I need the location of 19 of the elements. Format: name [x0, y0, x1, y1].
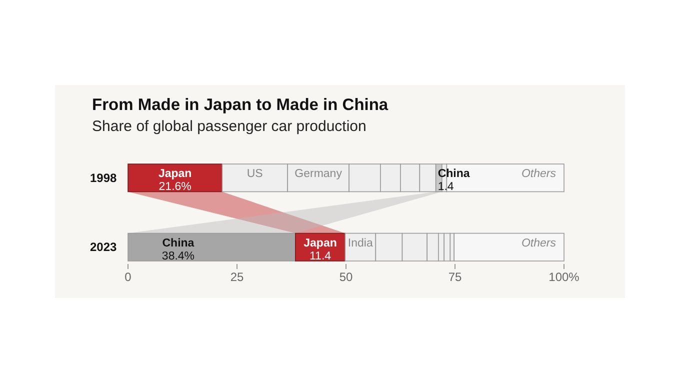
data-label: China 1.4 — [438, 168, 470, 193]
chart-subtitle: Share of global passenger car production — [92, 118, 366, 135]
x-tick-label: 0 — [124, 270, 132, 284]
y-tick-label: 1998 — [90, 170, 118, 185]
data-label: Others — [521, 237, 556, 250]
chart-title: From Made in Japan to Made in China — [92, 96, 389, 114]
y-tick-label: 2023 — [90, 240, 118, 254]
x-tick-label: 100% — [548, 270, 580, 284]
data-label: US — [246, 168, 264, 180]
data-label: India — [348, 237, 374, 250]
data-label: Germany — [294, 168, 342, 180]
data-label: Others — [521, 168, 556, 180]
data-label: Japan 21.6% — [158, 168, 192, 193]
data-label: Japan 11.4 — [304, 237, 337, 262]
x-tick-label: 25 — [230, 270, 244, 284]
bar — [454, 232, 564, 262]
data-label: China 38.4% — [162, 237, 195, 262]
x-tick-label: 50 — [339, 270, 353, 284]
x-tick-label: 75 — [448, 270, 462, 284]
